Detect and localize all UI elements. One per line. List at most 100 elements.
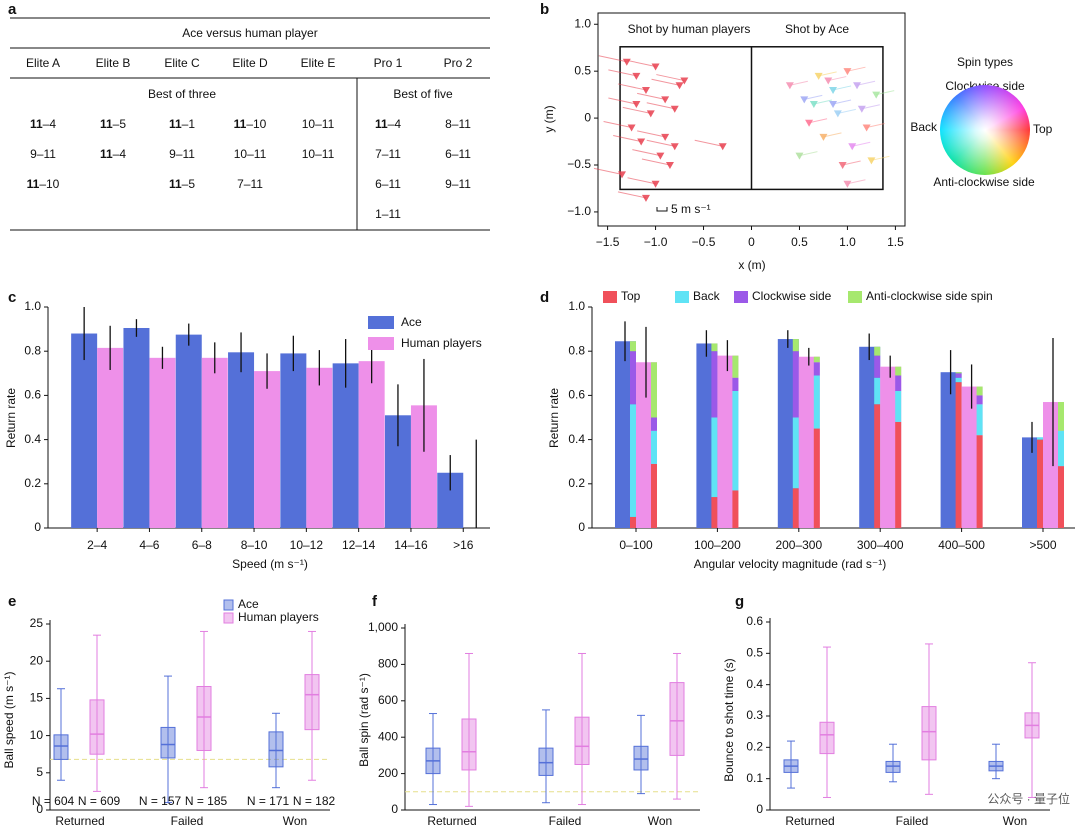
group-label: Best of three — [148, 87, 216, 101]
score: 9–11 — [445, 177, 471, 191]
shot-marker — [824, 77, 833, 85]
score: 11–4 — [100, 147, 126, 161]
trajectory — [617, 191, 647, 199]
x-tick-label: 1.0 — [839, 235, 856, 249]
spin-segment — [976, 435, 983, 528]
y-tick-label: 15 — [30, 691, 44, 705]
y-axis-label: Ball spin (rad s⁻¹) — [357, 673, 371, 767]
score: 9–11 — [169, 147, 195, 161]
trajectory — [593, 167, 623, 175]
box — [819, 721, 835, 755]
x-tick-label: Failed — [549, 814, 582, 828]
shot-marker — [632, 101, 641, 109]
spin-segment — [732, 377, 739, 391]
y-tick-label: 400 — [378, 729, 398, 743]
shot-marker — [867, 157, 876, 165]
trajectory — [598, 55, 627, 63]
score: 8–11 — [445, 117, 471, 131]
score-part: 6 — [445, 147, 452, 161]
shot-marker — [675, 82, 684, 90]
shot-marker — [718, 143, 727, 151]
score-part: –4 — [43, 117, 57, 131]
trajectory — [632, 149, 661, 157]
box — [574, 716, 590, 765]
trajectory — [832, 85, 852, 91]
x-tick-label: 400–500 — [938, 538, 985, 552]
spin-segment — [955, 382, 962, 528]
y-tick-label: 0.4 — [746, 677, 763, 691]
y-tick-label: 0.4 — [568, 432, 585, 446]
panel-label: b — [540, 1, 549, 18]
score: 9–11 — [30, 147, 56, 161]
x-axis-label: Speed (m s⁻¹) — [232, 557, 308, 571]
score-part: –11 — [382, 177, 401, 191]
bars — [615, 321, 1064, 528]
shot-marker — [651, 63, 660, 71]
trajectory — [608, 69, 637, 77]
spin-segment — [1037, 437, 1043, 440]
box — [304, 674, 320, 731]
table-title: Ace versus human player — [182, 26, 317, 40]
spin-segment — [732, 390, 739, 491]
score-part: 7 — [375, 147, 382, 161]
legend-title: Spin types — [957, 55, 1013, 69]
x-tick-label: Won — [1003, 814, 1027, 828]
score-part: 11 — [169, 177, 182, 191]
trajectory — [813, 99, 832, 105]
trajectory — [847, 179, 866, 185]
trajectory — [789, 80, 808, 86]
spin-segment — [651, 417, 657, 431]
bar — [358, 361, 385, 528]
annotation: Shot by human players — [628, 22, 751, 36]
scale-bar — [656, 207, 668, 212]
score: 11–4 — [375, 117, 401, 131]
y-tick-label: 10 — [30, 728, 44, 742]
y-tick-label: 0.2 — [746, 740, 763, 754]
shot-marker — [805, 119, 814, 127]
trajectory — [637, 130, 666, 138]
y-tick-label: 5 — [36, 765, 43, 779]
box — [461, 718, 477, 771]
y-tick-label: 0.2 — [24, 476, 41, 490]
spin-segment — [874, 355, 881, 378]
legend-swatch — [734, 291, 748, 303]
score-part: 11 — [375, 117, 388, 131]
score-part: –1 — [182, 117, 196, 131]
shot-marker — [809, 101, 818, 109]
y-tick-label: 600 — [378, 693, 398, 707]
legend-label: Ace — [401, 315, 422, 329]
bar — [97, 347, 124, 528]
x-tick-label: 4–6 — [139, 538, 159, 552]
score-part: –11 — [247, 147, 266, 161]
score: 7–11 — [375, 147, 401, 161]
score-part: 11 — [30, 117, 43, 131]
x-tick-label: Won — [648, 814, 672, 828]
trajectory — [832, 99, 852, 105]
spin-segment — [895, 390, 902, 422]
y-tick-label: 0 — [391, 802, 398, 816]
shot-marker — [637, 138, 646, 146]
bar — [175, 334, 202, 528]
x-tick-label: Won — [283, 814, 307, 828]
x-tick-label: >500 — [1029, 538, 1056, 552]
column-header: Elite B — [96, 56, 131, 70]
score-part: 9 — [30, 147, 37, 161]
x-tick-label: 100–200 — [694, 538, 741, 552]
spin-segment — [732, 355, 739, 378]
trajectory — [637, 92, 666, 100]
spin-segment — [955, 373, 962, 378]
shot-marker — [800, 96, 809, 104]
x-tick-label: 1.5 — [887, 235, 904, 249]
column-header: Elite A — [26, 56, 60, 70]
panel-label: g — [735, 593, 744, 610]
spin-segment — [813, 428, 820, 528]
trajectory — [627, 59, 656, 67]
shot-marker — [661, 96, 670, 104]
spin-segment — [976, 404, 983, 436]
y-tick-label: −1.0 — [567, 204, 591, 218]
box — [53, 734, 69, 760]
shot-marker — [829, 101, 838, 109]
box — [885, 760, 901, 773]
score-part: –11 — [382, 147, 401, 161]
x-tick-label: Failed — [896, 814, 929, 828]
